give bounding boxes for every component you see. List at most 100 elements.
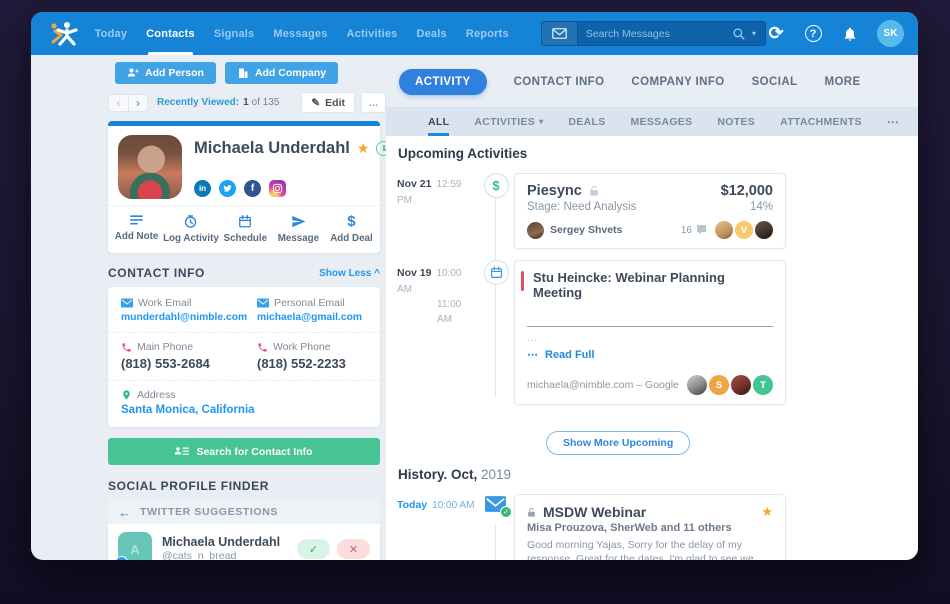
tab-more[interactable]: MORE bbox=[824, 76, 861, 88]
linkedin-icon[interactable]: in bbox=[194, 180, 211, 197]
schedule-button[interactable]: Schedule bbox=[219, 214, 272, 244]
nav-signals[interactable]: Signals bbox=[213, 27, 255, 40]
deal-card[interactable]: Piesync $12,000 Stage: Need Analysis 14% bbox=[514, 173, 786, 249]
subtab-activities[interactable]: ACTIVITIES ▾ bbox=[474, 115, 544, 128]
search-contact-info-button[interactable]: Search for Contact Info bbox=[108, 438, 380, 465]
contact-info-section-title: CONTACT INFO bbox=[108, 266, 205, 280]
webinar-card[interactable]: MSDW Webinar ★ Misa Prouzova, SherWeb an… bbox=[514, 494, 786, 560]
facebook-icon[interactable]: f bbox=[244, 180, 261, 197]
contact-name: Michaela Underdahl bbox=[194, 139, 350, 157]
main-nav: Today Contacts Signals Messages Activiti… bbox=[95, 12, 509, 55]
contact-social-icons: in f bbox=[194, 180, 391, 197]
nimble-logo-icon[interactable] bbox=[31, 19, 95, 49]
meeting-attendee-avatars: S T bbox=[687, 375, 773, 395]
nav-contacts[interactable]: Contacts bbox=[146, 12, 195, 55]
activity-clock-icon bbox=[183, 214, 198, 229]
personal-email-value[interactable]: michaela@gmail.com bbox=[257, 312, 363, 323]
search-input[interactable] bbox=[577, 27, 732, 40]
nav-deals[interactable]: Deals bbox=[416, 27, 447, 40]
company-building-icon bbox=[237, 67, 249, 79]
record-pager-row: ‹ › Recently Viewed: 1 of 135 ✎ Edit ... bbox=[108, 92, 386, 113]
tab-activity[interactable]: ACTIVITY bbox=[399, 69, 487, 95]
subtab-deals[interactable]: DEALS bbox=[568, 115, 606, 128]
avatar bbox=[687, 375, 707, 395]
accept-suggestion-button[interactable]: ✓ bbox=[297, 539, 330, 559]
recently-viewed-total: of 135 bbox=[251, 97, 280, 108]
contact-photo[interactable] bbox=[118, 135, 182, 199]
nav-activities[interactable]: Activities bbox=[346, 27, 398, 40]
read-full-link[interactable]: ⋯ Read Full bbox=[527, 348, 595, 362]
twitter-suggestion-row[interactable]: A Michaela Underdahl @cats_n_bread ✓ ✕ bbox=[108, 524, 380, 560]
search-scope-caret-icon[interactable]: ▾ bbox=[751, 29, 756, 38]
dollar-icon: $ bbox=[347, 213, 356, 230]
webinar-date: Today 10:00 AM bbox=[397, 499, 475, 511]
subtab-messages[interactable]: MESSAGES bbox=[630, 115, 693, 128]
avatar bbox=[731, 375, 751, 395]
add-deal-button[interactable]: $ Add Deal bbox=[330, 213, 373, 244]
edit-contact-button[interactable]: ✎ Edit bbox=[301, 92, 355, 113]
phone-icon bbox=[257, 342, 268, 353]
avatar: T bbox=[753, 375, 773, 395]
show-more-upcoming-button[interactable]: Show More Upcoming bbox=[546, 431, 691, 455]
tab-contact-info[interactable]: CONTACT INFO bbox=[513, 76, 605, 88]
reject-suggestion-button[interactable]: ✕ bbox=[337, 539, 370, 559]
add-note-button[interactable]: Add Note bbox=[110, 214, 163, 244]
twitter-icon[interactable] bbox=[219, 180, 236, 197]
avatar bbox=[755, 221, 773, 239]
subtab-notes[interactable]: NOTES bbox=[717, 115, 756, 128]
phone-icon bbox=[121, 342, 132, 353]
timeline-line bbox=[495, 197, 496, 397]
prev-record-icon[interactable]: ‹ bbox=[116, 95, 121, 110]
meeting-calendar-icon bbox=[483, 260, 509, 285]
contact-detail-panel: ACTIVITY CONTACT INFO COMPANY INFO SOCIA… bbox=[386, 55, 918, 560]
twitter-suggestions-title: TWITTER SUGGESTIONS bbox=[140, 506, 278, 518]
add-company-button[interactable]: Add Company bbox=[224, 62, 339, 84]
main-phone-value[interactable]: (818) 553-2684 bbox=[121, 356, 210, 371]
meeting-title[interactable]: Stu Heincke: Webinar Planning Meeting bbox=[533, 270, 725, 300]
caret-down-icon: ▾ bbox=[539, 117, 544, 126]
contact-more-options-button[interactable]: ... bbox=[361, 92, 386, 113]
next-record-icon[interactable]: › bbox=[128, 94, 147, 111]
history-timeline: Today 10:00 AM ✓ bbox=[394, 494, 918, 560]
log-activity-button[interactable]: Log Activity bbox=[163, 214, 219, 244]
contact-info-card: Work Email munderdahl@nimble.com Persona… bbox=[108, 287, 380, 427]
address-value[interactable]: Santa Monica, California bbox=[121, 404, 255, 416]
owner-avatar bbox=[527, 221, 544, 239]
favorite-star-icon[interactable]: ★ bbox=[356, 140, 370, 156]
subtab-all[interactable]: ALL bbox=[428, 107, 450, 136]
search-messages-box[interactable]: ▾ bbox=[540, 21, 766, 46]
important-star-icon[interactable]: ★ bbox=[761, 504, 773, 519]
notifications-bell-icon[interactable] bbox=[840, 24, 860, 44]
back-arrow-icon[interactable]: ← bbox=[118, 504, 131, 520]
meeting-card[interactable]: Stu Heincke: Webinar Planning Meeting ..… bbox=[514, 260, 786, 405]
deal-amount: $12,000 bbox=[720, 183, 773, 199]
sync-icon[interactable]: ⟳ bbox=[768, 23, 784, 43]
help-icon[interactable]: ? bbox=[803, 24, 823, 44]
nav-today[interactable]: Today bbox=[94, 27, 128, 40]
message-button[interactable]: Message bbox=[272, 214, 325, 244]
work-email-value[interactable]: munderdahl@nimble.com bbox=[121, 312, 248, 323]
tab-company-info[interactable]: COMPANY INFO bbox=[631, 76, 725, 88]
suggestion-handle: @cats_n_bread bbox=[162, 550, 237, 560]
nav-reports[interactable]: Reports bbox=[465, 27, 509, 40]
work-phone-field: Work Phone (818) 552-2233 bbox=[244, 341, 380, 371]
show-less-link[interactable]: Show Less ^ bbox=[319, 267, 380, 279]
subtabs-more-icon[interactable]: ⋯ bbox=[886, 114, 900, 129]
contact-side-panel: Add Person Add Company ‹ › Recently View… bbox=[31, 55, 392, 560]
nav-messages[interactable]: Messages bbox=[273, 27, 328, 40]
user-avatar[interactable]: SK bbox=[877, 20, 904, 47]
deal-title[interactable]: Piesync bbox=[527, 183, 582, 199]
deal-stage: Stage: Need Analysis bbox=[527, 201, 637, 213]
add-person-button[interactable]: Add Person bbox=[115, 62, 216, 84]
work-phone-value[interactable]: (818) 552-2233 bbox=[257, 356, 346, 371]
search-icon[interactable] bbox=[732, 27, 746, 41]
instagram-icon[interactable] bbox=[269, 180, 286, 197]
subtab-attachments[interactable]: ATTACHMENTS bbox=[780, 115, 862, 128]
webinar-preview: Good morning Yajas, Sorry for the delay … bbox=[527, 539, 766, 560]
tab-social[interactable]: SOCIAL bbox=[751, 76, 798, 88]
lock-icon bbox=[589, 185, 599, 197]
email-icon bbox=[257, 298, 269, 308]
webinar-title[interactable]: MSDW Webinar bbox=[543, 504, 647, 520]
mail-icon[interactable] bbox=[541, 22, 578, 45]
note-icon bbox=[129, 214, 144, 227]
